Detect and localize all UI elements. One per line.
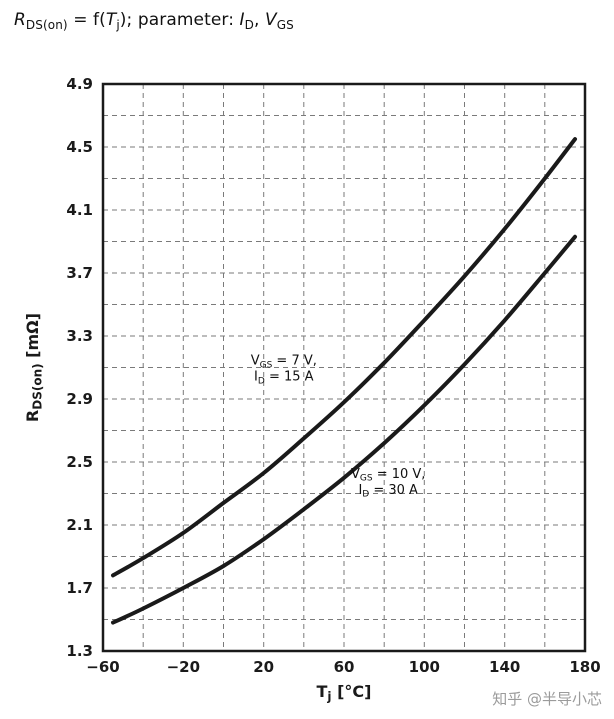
y-tick-label: 2.9: [66, 390, 93, 408]
title-text: = f(: [67, 10, 106, 30]
x-axis-label: Tj [°C]: [317, 682, 372, 704]
x-tick-label: −60: [86, 658, 119, 676]
title-sub-dson: DS(on): [25, 18, 68, 32]
y-tick-label: 4.5: [66, 138, 93, 156]
x-tick-label: −20: [167, 658, 200, 676]
y-tick-label: 2.1: [66, 516, 93, 534]
title-text: ); parameter:: [119, 10, 240, 30]
series-label-2: ID = 30 A: [358, 483, 418, 500]
y-tick-label: 1.7: [66, 579, 93, 597]
watermark-zhihu: 知乎 @半导小芯: [492, 690, 602, 708]
x-tick-label: 100: [409, 658, 440, 676]
series-curve-2: [111, 234, 577, 625]
series-curve-1: [111, 137, 577, 578]
title-sub-j: j: [116, 18, 120, 32]
y-tick-label: 3.7: [66, 264, 93, 282]
y-tick-label: 1.3: [66, 642, 93, 660]
x-tick-label: 60: [334, 658, 355, 676]
series-label-1: ID = 15 A: [254, 369, 314, 386]
x-tick-label: 180: [569, 658, 600, 676]
title-text: ,: [254, 10, 266, 30]
title-var-rdson: R: [14, 10, 26, 30]
title-sub-gs: GS: [276, 18, 294, 32]
x-tick-label: 20: [253, 658, 274, 676]
y-axis-label: RDS(on) [mΩ]: [23, 313, 45, 422]
x-tick-label: 140: [489, 658, 520, 676]
y-tick-label: 4.1: [66, 201, 93, 219]
plot-frame: [101, 82, 587, 653]
series-label-2: VGS = 10 V,: [351, 467, 425, 484]
title-var-id: I: [239, 10, 245, 30]
grid: [103, 84, 585, 651]
y-tick-label: 3.3: [66, 327, 93, 345]
figure-title: RDS(on) = f(Tj); parameter: ID, VGS: [14, 10, 294, 32]
y-tick-label: 2.5: [66, 453, 93, 471]
title-sub-d: D: [244, 18, 255, 32]
series-label-1: VGS = 7 V,: [251, 353, 317, 370]
y-tick-label: 4.9: [66, 75, 93, 93]
title-var-vgs: V: [265, 10, 277, 30]
title-var-tj: T: [105, 10, 117, 30]
